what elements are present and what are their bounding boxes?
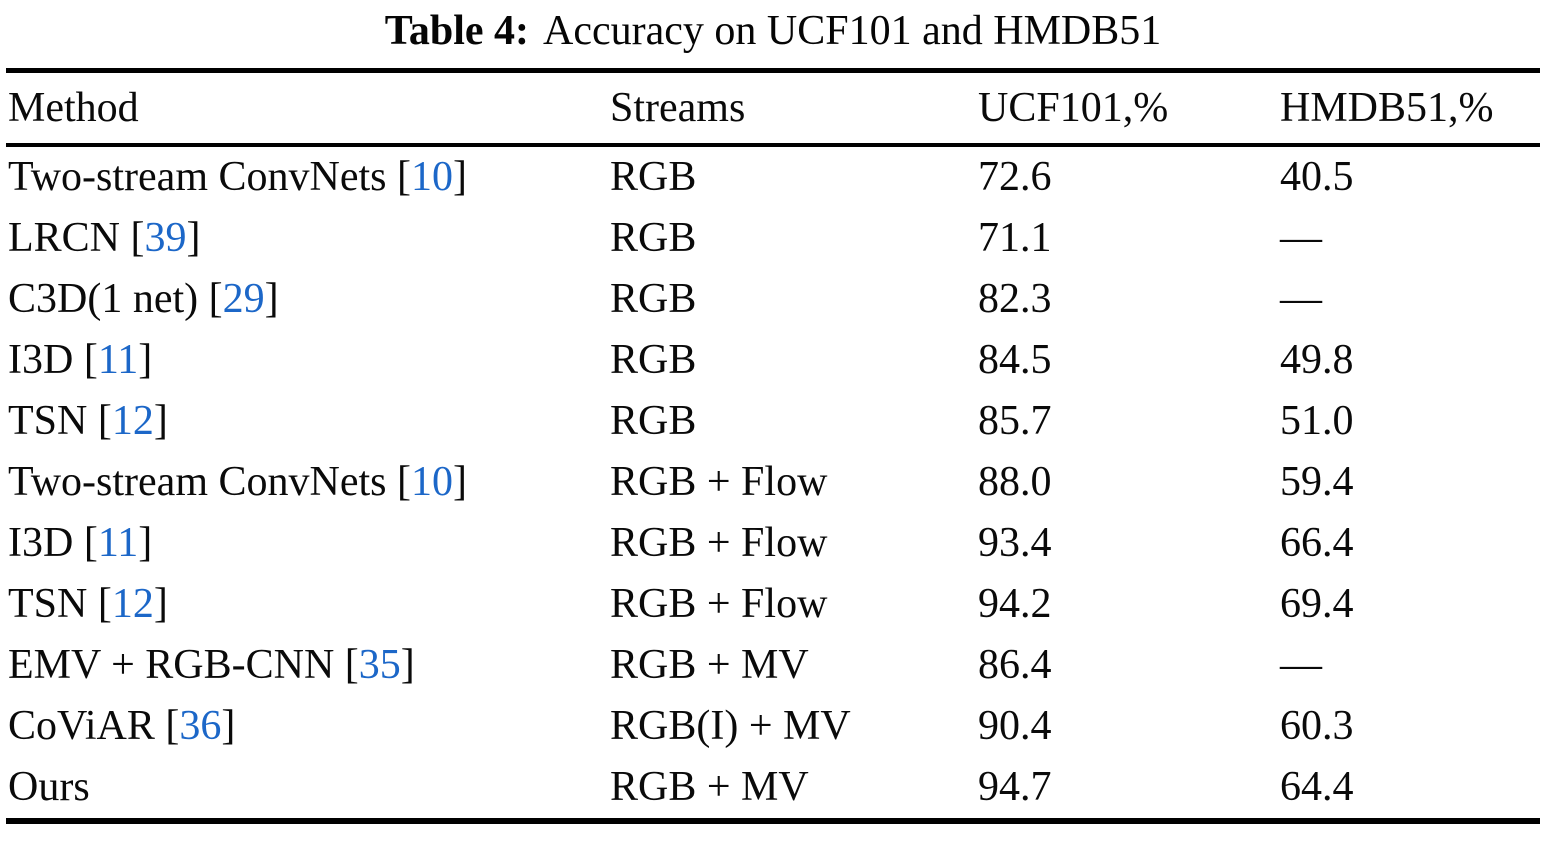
table-row: LRCN 39 RGB 71.1 —: [6, 208, 1540, 269]
method-label: LRCN: [8, 215, 121, 261]
citation-link[interactable]: 10: [397, 154, 467, 200]
method-label: EMV + RGB-CNN: [8, 642, 335, 688]
method-cell: CoViAR 36: [6, 696, 610, 757]
ucf101-cell: 85.7: [978, 398, 1052, 444]
table-row: EMV + RGB-CNN 35 RGB + MV 86.4 —: [6, 635, 1540, 696]
method-cell: I3D 11: [6, 330, 610, 391]
table-row: I3D 11 RGB 84.5 49.8: [6, 330, 1540, 391]
ucf101-cell: 71.1: [978, 215, 1052, 261]
citation-link[interactable]: 29: [209, 276, 279, 322]
ucf101-cell: 94.7: [978, 764, 1052, 810]
table-caption: Table 4: Accuracy on UCF101 and HMDB51: [0, 6, 1546, 56]
hmdb51-cell: —: [1280, 215, 1322, 261]
table-header: Method Streams UCF101,% HMDB51,%: [6, 70, 1540, 147]
col-header-streams: Streams: [610, 70, 978, 147]
method-label: I3D: [8, 520, 74, 566]
method-label: CoViAR: [8, 703, 155, 749]
ucf101-cell: 88.0: [978, 459, 1052, 505]
streams-cell: RGB + MV: [610, 642, 809, 688]
streams-cell: RGB: [610, 276, 697, 322]
table-row: I3D 11 RGB + Flow 93.4 66.4: [6, 513, 1540, 574]
ucf101-cell: 82.3: [978, 276, 1052, 322]
method-cell: TSN 12: [6, 574, 610, 635]
citation-link[interactable]: 36: [165, 703, 235, 749]
hmdb51-cell: —: [1280, 642, 1322, 688]
method-cell: Two-stream ConvNets 10: [6, 452, 610, 513]
streams-cell: RGB + MV: [610, 764, 809, 810]
streams-cell: RGB(I) + MV: [610, 703, 851, 749]
ucf101-cell: 84.5: [978, 337, 1052, 383]
hmdb51-cell: 51.0: [1280, 398, 1354, 444]
col-header-ucf101: UCF101,%: [978, 70, 1280, 147]
accuracy-table: Method Streams UCF101,% HMDB51,% Two-str…: [6, 68, 1540, 824]
method-label: Two-stream ConvNets: [8, 459, 387, 505]
table-row: Two-stream ConvNets 10 RGB + Flow 88.0 5…: [6, 452, 1540, 513]
ucf101-cell: 72.6: [978, 154, 1052, 200]
hmdb51-cell: 64.4: [1280, 764, 1354, 810]
citation-link[interactable]: 12: [98, 398, 168, 444]
method-cell: Two-stream ConvNets 10: [6, 145, 610, 208]
method-cell: Ours: [6, 757, 610, 821]
table-row: Ours RGB + MV 94.7 64.4: [6, 757, 1540, 821]
streams-cell: RGB + Flow: [610, 520, 828, 566]
table-row: C3D(1 net) 29 RGB 82.3 —: [6, 269, 1540, 330]
ucf101-cell: 90.4: [978, 703, 1052, 749]
method-label: TSN: [8, 581, 88, 627]
method-cell: I3D 11: [6, 513, 610, 574]
streams-cell: RGB: [610, 398, 697, 444]
method-label: TSN: [8, 398, 88, 444]
hmdb51-cell: 60.3: [1280, 703, 1354, 749]
hmdb51-cell: 40.5: [1280, 154, 1354, 200]
table-body: Two-stream ConvNets 10 RGB 72.6 40.5 LRC…: [6, 145, 1540, 821]
table-caption-label: Table 4:: [384, 8, 530, 54]
hmdb51-cell: 49.8: [1280, 337, 1354, 383]
header-row: Method Streams UCF101,% HMDB51,%: [6, 70, 1540, 147]
ucf101-cell: 86.4: [978, 642, 1052, 688]
method-label: Two-stream ConvNets: [8, 154, 387, 200]
streams-cell: RGB + Flow: [610, 581, 828, 627]
ucf101-cell: 94.2: [978, 581, 1052, 627]
method-label: I3D: [8, 337, 74, 383]
method-cell: TSN 12: [6, 391, 610, 452]
method-cell: C3D(1 net) 29: [6, 269, 610, 330]
table-row: Two-stream ConvNets 10 RGB 72.6 40.5: [6, 145, 1540, 208]
citation-link[interactable]: 12: [98, 581, 168, 627]
method-label: C3D(1 net): [8, 276, 199, 322]
col-header-hmdb51: HMDB51,%: [1280, 70, 1540, 147]
streams-cell: RGB: [610, 337, 697, 383]
hmdb51-cell: —: [1280, 276, 1322, 322]
hmdb51-cell: 69.4: [1280, 581, 1354, 627]
hmdb51-cell: 59.4: [1280, 459, 1354, 505]
col-header-method: Method: [6, 70, 610, 147]
streams-cell: RGB + Flow: [610, 459, 828, 505]
streams-cell: RGB: [610, 154, 697, 200]
table-row: TSN 12 RGB + Flow 94.2 69.4: [6, 574, 1540, 635]
hmdb51-cell: 66.4: [1280, 520, 1354, 566]
table-row: TSN 12 RGB 85.7 51.0: [6, 391, 1540, 452]
citation-link[interactable]: 11: [84, 520, 152, 566]
table-row: CoViAR 36 RGB(I) + MV 90.4 60.3: [6, 696, 1540, 757]
streams-cell: RGB: [610, 215, 697, 261]
method-label: Ours: [8, 764, 90, 810]
citation-link[interactable]: 35: [345, 642, 415, 688]
citation-link[interactable]: 39: [131, 215, 201, 261]
method-cell: EMV + RGB-CNN 35: [6, 635, 610, 696]
table-caption-text: Accuracy on UCF101 and HMDB51: [543, 8, 1162, 54]
method-cell: LRCN 39: [6, 208, 610, 269]
citation-link[interactable]: 11: [84, 337, 152, 383]
citation-link[interactable]: 10: [397, 459, 467, 505]
ucf101-cell: 93.4: [978, 520, 1052, 566]
